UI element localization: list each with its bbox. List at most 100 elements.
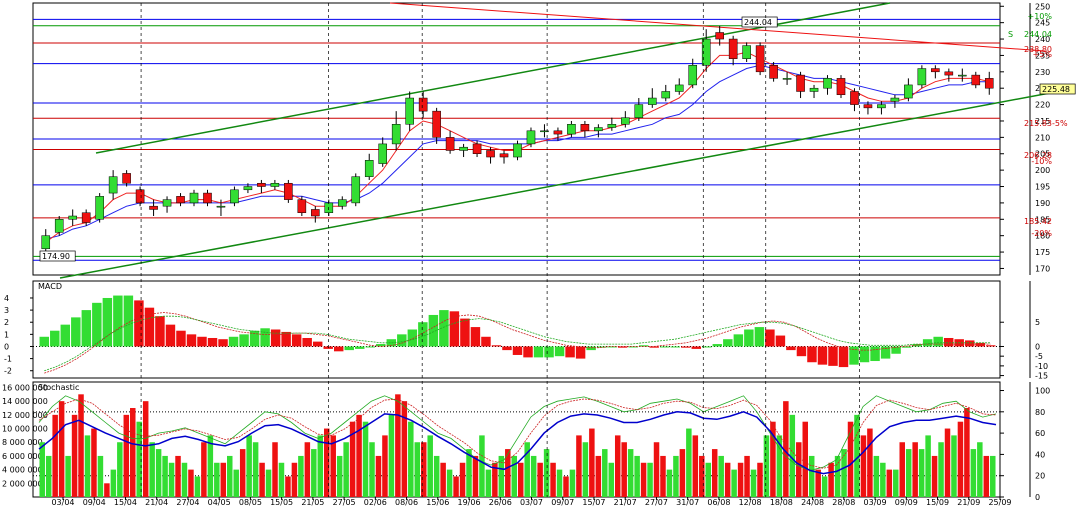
- volume-bar[interactable]: [401, 401, 408, 497]
- macd-bar[interactable]: [270, 329, 281, 347]
- volume-bar[interactable]: [149, 442, 155, 497]
- volume-bar[interactable]: [569, 469, 576, 497]
- macd-bar[interactable]: [165, 324, 176, 347]
- volume-bar[interactable]: [285, 476, 291, 497]
- macd-bar[interactable]: [817, 346, 828, 365]
- volume-bar[interactable]: [634, 455, 640, 497]
- macd-bar[interactable]: [460, 318, 470, 347]
- macd-bar[interactable]: [744, 329, 754, 347]
- volume-bar[interactable]: [427, 435, 433, 497]
- volume-bar[interactable]: [543, 449, 550, 497]
- volume-bar[interactable]: [977, 442, 983, 497]
- candle[interactable]: [674, 84, 684, 92]
- volume-bar[interactable]: [104, 483, 110, 497]
- volume-bar[interactable]: [614, 435, 621, 497]
- macd-bar[interactable]: [523, 346, 533, 358]
- volume-bar[interactable]: [802, 421, 808, 497]
- volume-bar[interactable]: [595, 455, 602, 497]
- volume-bar[interactable]: [608, 462, 615, 497]
- candle[interactable]: [391, 124, 401, 145]
- macd-bar[interactable]: [281, 331, 291, 347]
- candle[interactable]: [54, 219, 64, 233]
- macd-bar[interactable]: [586, 346, 596, 351]
- candle[interactable]: [567, 124, 576, 135]
- volume-bar[interactable]: [893, 469, 899, 497]
- volume-bar[interactable]: [679, 449, 686, 497]
- macd-bar[interactable]: [964, 340, 975, 347]
- volume-bar[interactable]: [692, 435, 699, 497]
- macd-bar[interactable]: [775, 335, 786, 347]
- volume-bar[interactable]: [84, 435, 91, 497]
- macd-bar[interactable]: [943, 337, 954, 347]
- candle[interactable]: [472, 143, 482, 154]
- volume-bar[interactable]: [815, 469, 821, 497]
- volume-bar[interactable]: [291, 462, 298, 497]
- volume-bar[interactable]: [188, 469, 194, 497]
- stochastic-panel[interactable]: 16 000 000 14 000 000 12 000 000 10 000 000…: [2, 381, 1050, 502]
- macd-bar[interactable]: [333, 346, 344, 352]
- volume-bar[interactable]: [91, 428, 97, 497]
- volume-bar[interactable]: [265, 469, 272, 497]
- volume-bar[interactable]: [918, 449, 925, 497]
- volume-bar[interactable]: [175, 455, 181, 497]
- macd-bar[interactable]: [102, 297, 113, 347]
- volume-bar[interactable]: [446, 469, 453, 497]
- volume-bar[interactable]: [136, 421, 142, 497]
- macd-bar[interactable]: [838, 346, 849, 368]
- candle[interactable]: [634, 104, 644, 118]
- candle[interactable]: [486, 150, 495, 158]
- volume-bar[interactable]: [938, 442, 944, 497]
- volume-bar[interactable]: [201, 442, 207, 497]
- candle[interactable]: [405, 97, 414, 125]
- volume-bar[interactable]: [621, 442, 627, 497]
- volume-bar[interactable]: [647, 462, 653, 497]
- volume-bar[interactable]: [517, 462, 524, 497]
- volume-bar[interactable]: [110, 469, 117, 497]
- volume-bar[interactable]: [420, 442, 427, 497]
- candle[interactable]: [68, 215, 77, 220]
- candle[interactable]: [149, 205, 158, 210]
- volume-bar[interactable]: [602, 449, 608, 497]
- volume-bar[interactable]: [227, 455, 233, 497]
- macd-bar[interactable]: [50, 330, 60, 347]
- macd-bar[interactable]: [144, 307, 155, 347]
- candle[interactable]: [95, 196, 104, 220]
- candle[interactable]: [782, 78, 792, 80]
- volume-bar[interactable]: [757, 462, 763, 497]
- macd-bar[interactable]: [39, 336, 49, 347]
- volume-bar[interactable]: [142, 401, 149, 497]
- candle[interactable]: [971, 74, 981, 86]
- price-panel[interactable]: 2502452402352302252202152102052001951901…: [32, 2, 1076, 279]
- candle[interactable]: [337, 199, 347, 207]
- macd-bar[interactable]: [628, 346, 638, 348]
- macd-bar[interactable]: [691, 346, 702, 349]
- macd-bar[interactable]: [649, 346, 659, 348]
- volume-bar[interactable]: [511, 455, 518, 497]
- volume-bar[interactable]: [711, 449, 718, 497]
- volume-bar[interactable]: [162, 455, 168, 497]
- volume-bar[interactable]: [498, 455, 505, 497]
- volume-bar[interactable]: [750, 469, 757, 497]
- macd-bar[interactable]: [312, 341, 323, 347]
- macd-bar[interactable]: [376, 344, 386, 347]
- volume-bar[interactable]: [207, 435, 214, 497]
- volume-bar[interactable]: [278, 462, 285, 497]
- macd-bar[interactable]: [880, 346, 891, 359]
- volume-bar[interactable]: [304, 442, 311, 497]
- volume-bar[interactable]: [983, 455, 990, 497]
- macd-bar[interactable]: [207, 337, 218, 347]
- candle[interactable]: [607, 124, 617, 128]
- volume-bar[interactable]: [796, 442, 802, 497]
- volume-bar[interactable]: [556, 469, 563, 497]
- candle[interactable]: [499, 153, 509, 158]
- volume-bar[interactable]: [220, 462, 227, 497]
- volume-bar[interactable]: [990, 455, 996, 497]
- volume-bar[interactable]: [58, 401, 65, 497]
- macd-bar[interactable]: [849, 346, 859, 365]
- candle[interactable]: [297, 199, 307, 213]
- candle[interactable]: [823, 78, 832, 89]
- macd-bar[interactable]: [249, 330, 260, 347]
- volume-bar[interactable]: [627, 449, 634, 497]
- volume-bar[interactable]: [65, 455, 71, 497]
